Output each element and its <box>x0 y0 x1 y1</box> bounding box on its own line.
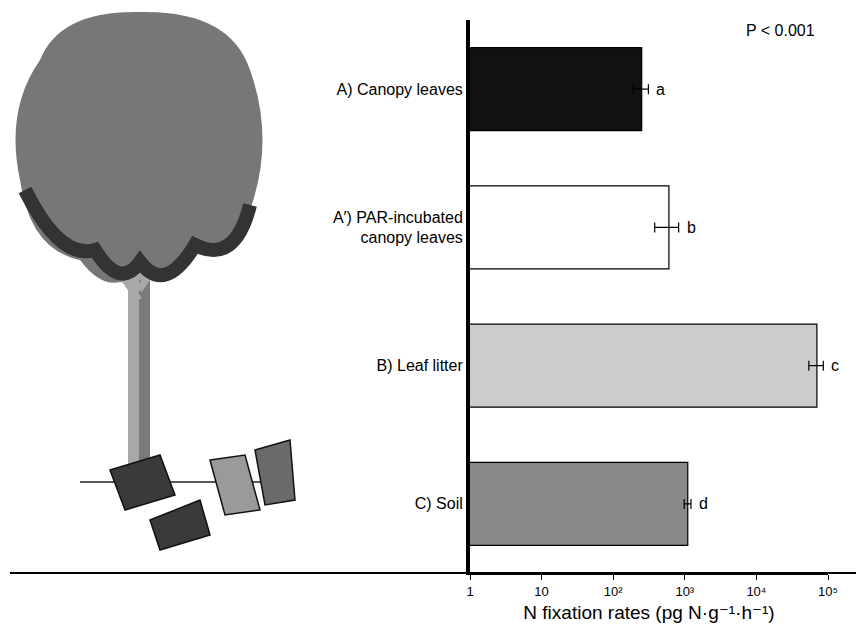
svg-text:A) Canopy leaves: A) Canopy leaves <box>337 81 463 98</box>
svg-text:C) Soil: C) Soil <box>415 495 463 512</box>
svg-text:1: 1 <box>466 584 473 599</box>
svg-text:a: a <box>656 81 665 98</box>
svg-text:10²: 10² <box>604 584 623 599</box>
svg-text:P < 0.001: P < 0.001 <box>746 22 815 39</box>
svg-text:N fixation rates (pg N·g⁻¹·h⁻¹: N fixation rates (pg N·g⁻¹·h⁻¹) <box>523 602 774 623</box>
svg-text:A′) PAR-incubatedcanopy leaves: A′) PAR-incubatedcanopy leaves <box>333 209 463 247</box>
svg-text:B) Leaf litter: B) Leaf litter <box>377 357 464 374</box>
svg-text:10⁵: 10⁵ <box>818 584 838 599</box>
svg-text:10⁴: 10⁴ <box>746 584 766 599</box>
svg-text:c: c <box>831 357 839 374</box>
svg-text:10: 10 <box>534 584 548 599</box>
svg-text:10³: 10³ <box>675 584 694 599</box>
svg-text:d: d <box>699 495 708 512</box>
svg-text:b: b <box>687 219 696 236</box>
